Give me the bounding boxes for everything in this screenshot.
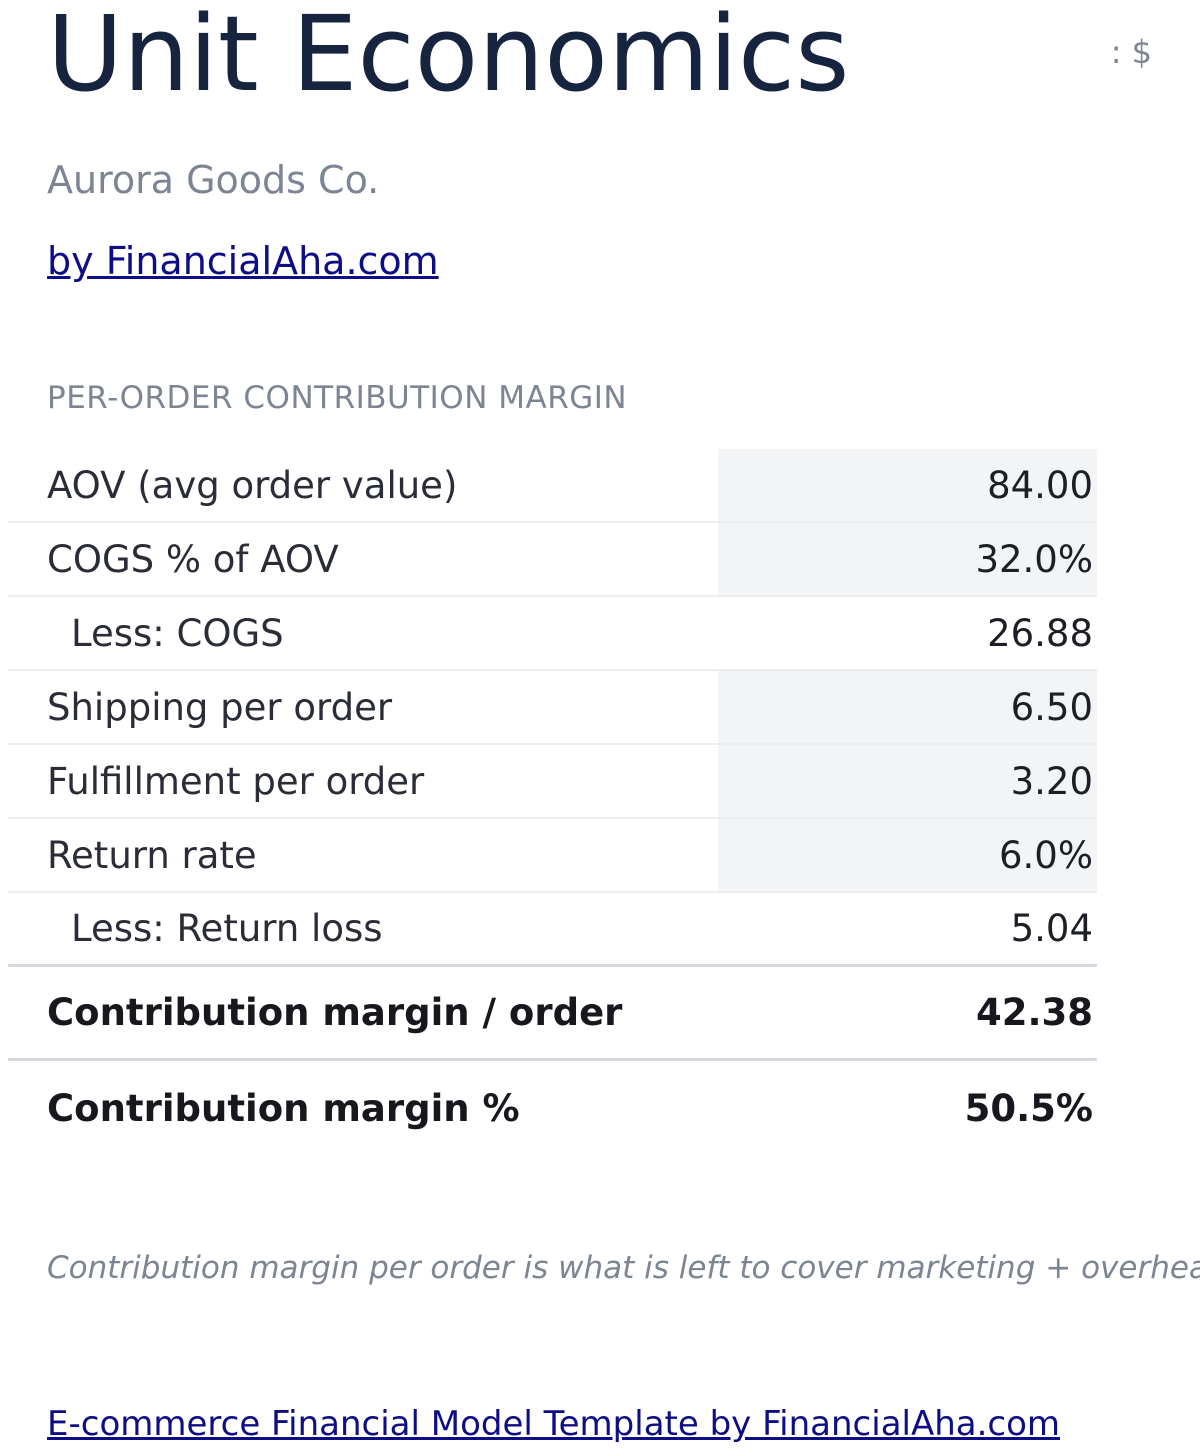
row-label: Shipping per order	[47, 685, 393, 729]
table-row-return-loss: Less: Return loss 5.04	[8, 893, 1097, 967]
contribution-margin-order-value: 42.38	[975, 991, 1093, 1034]
row-label: Return rate	[47, 833, 257, 877]
cogs-value: 26.88	[987, 611, 1093, 655]
table-row-cogs-percent: COGS % of AOV 32.0%	[8, 523, 1097, 597]
row-label: Fulfillment per order	[47, 759, 425, 803]
table-row-cogs: Less: COGS 26.88	[8, 597, 1097, 671]
section-heading: PER-ORDER CONTRIBUTION MARGIN	[47, 380, 628, 416]
page-title: Unit Economics	[47, 0, 850, 115]
footer-link[interactable]: E-commerce Financial Model Template by F…	[47, 1404, 1061, 1444]
aov-input-cell[interactable]: 84.00	[718, 449, 1097, 521]
cogs-percent-input-cell[interactable]: 32.0%	[718, 523, 1097, 595]
table-row-fulfillment: Fulfillment per order 3.20	[8, 745, 1097, 819]
table-row-contribution-margin-percent: Contribution margin % 50.5%	[8, 1061, 1097, 1155]
contribution-margin-percent-value: 50.5%	[964, 1086, 1093, 1130]
fulfillment-input-cell[interactable]: 3.20	[718, 745, 1097, 817]
row-label: Contribution margin / order	[47, 991, 623, 1034]
row-label: AOV (avg order value)	[47, 463, 458, 507]
company-name: Aurora Goods Co.	[47, 158, 380, 202]
row-label: COGS % of AOV	[47, 537, 339, 581]
currency-label: : $	[1110, 33, 1152, 71]
footnote: Contribution margin per order is what is…	[47, 1250, 1200, 1286]
return-loss-value: 5.04	[1010, 907, 1093, 950]
byline-link[interactable]: by FinancialAha.com	[47, 239, 439, 283]
return-rate-input-cell[interactable]: 6.0%	[718, 819, 1097, 891]
row-label: Less: COGS	[71, 611, 284, 655]
contribution-margin-table: AOV (avg order value) 84.00 COGS % of AO…	[8, 449, 1097, 1155]
row-label: Contribution margin %	[47, 1086, 520, 1130]
table-row-contribution-margin-order: Contribution margin / order 42.38	[8, 967, 1097, 1061]
table-row-aov: AOV (avg order value) 84.00	[8, 449, 1097, 523]
table-row-return-rate: Return rate 6.0%	[8, 819, 1097, 893]
row-label: Less: Return loss	[71, 907, 383, 950]
shipping-input-cell[interactable]: 6.50	[718, 671, 1097, 743]
table-row-shipping: Shipping per order 6.50	[8, 671, 1097, 745]
